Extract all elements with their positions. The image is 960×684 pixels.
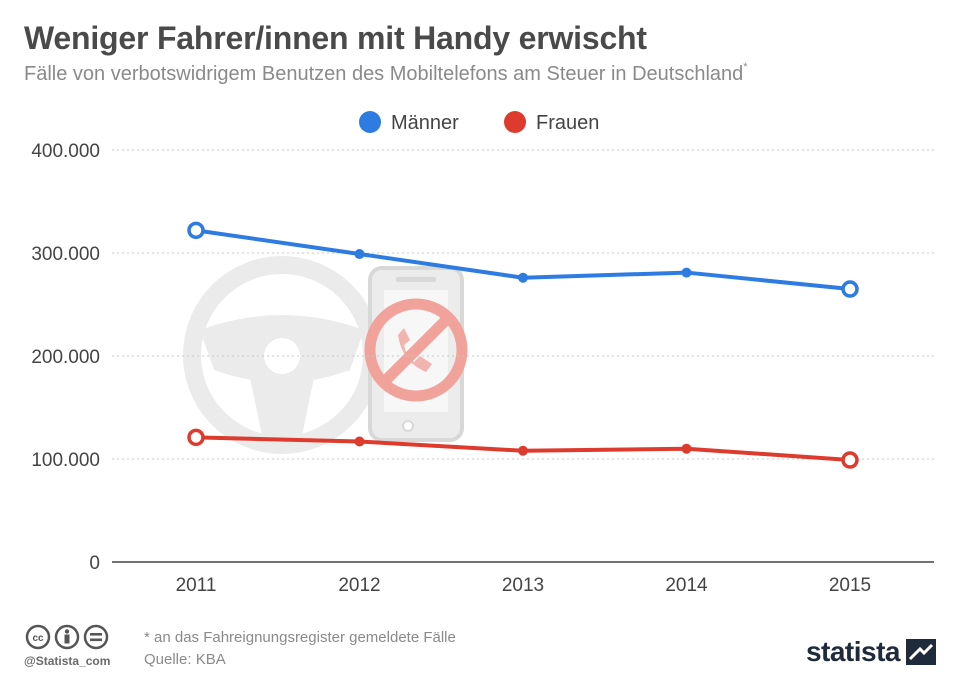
data-point[interactable] (354, 436, 365, 447)
data-point[interactable] (841, 280, 859, 298)
y-tick-label: 300.000 (31, 244, 100, 265)
legend-item: Frauen (504, 111, 599, 134)
y-tick-label: 0 (89, 553, 100, 574)
statista-handle[interactable]: @Statista_com (24, 654, 111, 668)
x-tick-label: 2014 (665, 575, 708, 596)
footnote: * an das Fahreignungsregister gemeldete … (144, 627, 456, 671)
data-point[interactable] (518, 445, 528, 456)
statista-brand[interactable]: statista (806, 636, 936, 668)
license-icons: cc (24, 624, 134, 657)
data-point[interactable] (187, 221, 205, 240)
attribution-icon (54, 624, 80, 650)
data-point[interactable] (841, 451, 859, 469)
legend-swatch (359, 111, 381, 133)
svg-text:cc: cc (32, 633, 44, 644)
legend-swatch (504, 111, 526, 133)
data-point[interactable] (681, 267, 692, 278)
footnote-text: * an das Fahreignungsregister gemeldete … (144, 629, 456, 646)
data-point[interactable] (354, 249, 365, 260)
subtitle-text: Fälle von verbotswidrigem Benutzen des M… (24, 63, 744, 85)
steering-wheel-icon (183, 256, 381, 454)
legend-label: Männer (391, 112, 459, 134)
x-tick-label: 2013 (502, 575, 544, 596)
x-tick-label: 2011 (176, 575, 217, 596)
line-chart: Männer Frauen 0 100.000 200.000 300.000 400.0… (31, 111, 934, 596)
statista-wordmark: statista (805, 636, 901, 667)
legend-item: Männer (359, 111, 459, 134)
data-point[interactable] (681, 443, 692, 454)
data-point[interactable] (187, 428, 205, 447)
no-derivatives-icon (83, 624, 109, 650)
y-tick-label: 400.000 (31, 141, 100, 162)
chart-subtitle: Fälle von verbotswidrigem Benutzen des M… (24, 61, 748, 86)
y-tick-label: 100.000 (31, 450, 100, 471)
statista-logo-icon (906, 639, 936, 665)
y-axis-tick-labels: 0 100.000 200.000 300.000 400.000 (31, 141, 100, 574)
grid-lines (112, 149, 934, 460)
chart-series (187, 221, 859, 469)
series-männer (187, 221, 859, 298)
y-tick-label: 200.000 (31, 347, 100, 368)
series-frauen (187, 428, 859, 469)
x-axis-tick-labels: 2011 2012 2013 2014 2015 (176, 575, 872, 596)
creative-commons-icon: cc (25, 624, 51, 650)
source-text: Quelle: KBA (144, 651, 226, 668)
data-point[interactable] (518, 272, 528, 283)
legend-label: Frauen (536, 112, 599, 134)
chart-title: Weniger Fahrer/innen mit Handy erwischt (24, 20, 647, 56)
x-tick-label: 2012 (338, 575, 380, 596)
phone-prohibited-icon (364, 266, 468, 442)
x-tick-label: 2015 (829, 575, 871, 596)
subtitle-footnote-marker: * (743, 61, 748, 73)
chart-legend: Männer Frauen (359, 111, 599, 134)
